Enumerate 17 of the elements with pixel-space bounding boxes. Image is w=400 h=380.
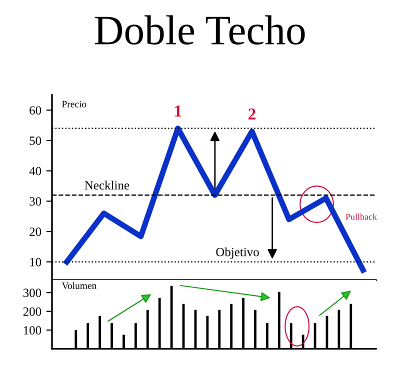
annotation: 2 (248, 108, 256, 120)
y-tick-label: 20 (30, 228, 42, 236)
annotation: 1 (175, 105, 182, 116)
y-tick-label: 300 (23, 288, 42, 298)
y-tick-label: 100 (24, 326, 42, 335)
y-tick-label: 50 (30, 136, 42, 145)
ref-line-label: Neckline (84, 180, 130, 190)
y-tick-label: 10 (30, 258, 42, 266)
chart-title: Doble Techo (94, 15, 305, 45)
y-tick-label: 40 (29, 166, 42, 176)
y-tick-label: 200 (23, 307, 42, 316)
ref-line-label: Objetivo (216, 247, 259, 259)
y-axis-title: Precio (62, 100, 86, 108)
y-axis-title: Volumen (62, 282, 97, 290)
annotation: Pullback (346, 214, 378, 220)
y-tick-label: 30 (30, 197, 42, 206)
y-tick-label: 60 (30, 106, 42, 115)
